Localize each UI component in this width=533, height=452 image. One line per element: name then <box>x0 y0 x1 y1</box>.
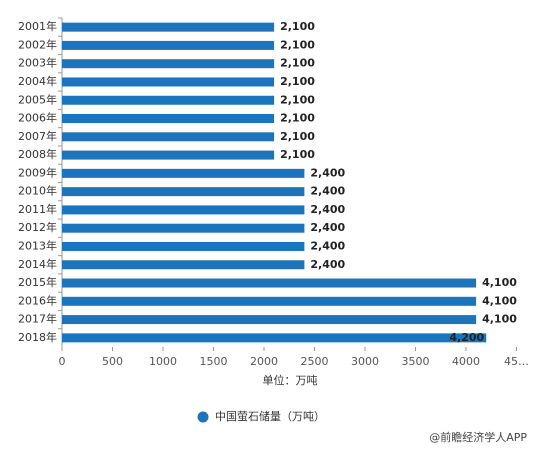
bar <box>62 187 305 197</box>
bar <box>62 168 305 178</box>
legend-marker <box>197 411 209 423</box>
x-tick-label: 2000 <box>250 355 278 368</box>
x-tick-label: 3500 <box>402 355 430 368</box>
bar <box>62 150 275 160</box>
value-label: 4,100 <box>482 313 517 326</box>
x-tick-label: 3000 <box>351 355 379 368</box>
bar <box>62 223 305 233</box>
x-tick-label: 500 <box>102 355 123 368</box>
y-tick-label: 2014年 <box>18 257 57 271</box>
x-tick-label: 1000 <box>149 355 177 368</box>
x-axis-label: 单位：万吨 <box>263 373 318 387</box>
bar <box>62 333 487 343</box>
x-tick-label: 2500 <box>301 355 329 368</box>
bar <box>62 77 275 87</box>
value-label: 2,400 <box>310 239 345 252</box>
x-tick-label: 1500 <box>200 355 228 368</box>
bar <box>62 95 275 105</box>
bar <box>62 278 477 288</box>
legend-label: 中国萤石储量（万吨） <box>215 409 325 423</box>
value-label: 2,400 <box>310 221 345 234</box>
y-tick-label: 2010年 <box>18 184 57 198</box>
value-label: 4,100 <box>482 276 517 289</box>
value-label: 2,100 <box>280 75 315 88</box>
bar <box>62 260 305 270</box>
y-tick-label: 2002年 <box>18 37 57 51</box>
y-tick-label: 2017年 <box>18 312 57 326</box>
bar <box>62 315 477 325</box>
y-tick-label: 2003年 <box>18 56 57 70</box>
y-tick-label: 2011年 <box>18 202 57 216</box>
value-label: 2,100 <box>280 57 315 70</box>
footer: @前瞻经济学人APP <box>429 430 527 444</box>
value-label: 2,100 <box>280 93 315 106</box>
bar <box>62 59 275 69</box>
y-tick-label: 2016年 <box>18 293 57 307</box>
bar <box>62 40 275 50</box>
bar <box>62 114 275 124</box>
y-tick-label: 2007年 <box>18 129 57 143</box>
value-label: 2,400 <box>310 185 345 198</box>
x-tick-label: 4000 <box>452 355 480 368</box>
bar <box>62 132 275 142</box>
y-tick-label: 2009年 <box>18 165 57 179</box>
y-tick-label: 2015年 <box>18 275 57 289</box>
y-tick-label: 2005年 <box>18 92 57 106</box>
value-label: 2,100 <box>280 130 315 143</box>
y-tick-label: 2004年 <box>18 74 57 88</box>
value-label: 4,100 <box>482 294 517 307</box>
bar <box>62 22 275 32</box>
bar <box>62 296 477 306</box>
x-tick-label: 45… <box>504 355 529 368</box>
value-label: 2,400 <box>310 258 345 271</box>
value-label: 4,200 <box>449 331 484 344</box>
y-tick-label: 2013年 <box>18 238 57 252</box>
bar <box>62 205 305 215</box>
y-tick-label: 2018年 <box>18 330 57 344</box>
y-tick-label: 2012年 <box>18 220 57 234</box>
bar <box>62 241 305 251</box>
value-label: 2,100 <box>280 148 315 161</box>
value-label: 2,100 <box>280 38 315 51</box>
y-tick-label: 2006年 <box>18 111 57 125</box>
y-tick-label: 2001年 <box>18 19 57 33</box>
value-label: 2,400 <box>310 203 345 216</box>
value-label: 2,100 <box>280 112 315 125</box>
x-tick-label: 0 <box>59 355 66 368</box>
y-tick-label: 2008年 <box>18 147 57 161</box>
value-label: 2,100 <box>280 20 315 33</box>
value-label: 2,400 <box>310 166 345 179</box>
